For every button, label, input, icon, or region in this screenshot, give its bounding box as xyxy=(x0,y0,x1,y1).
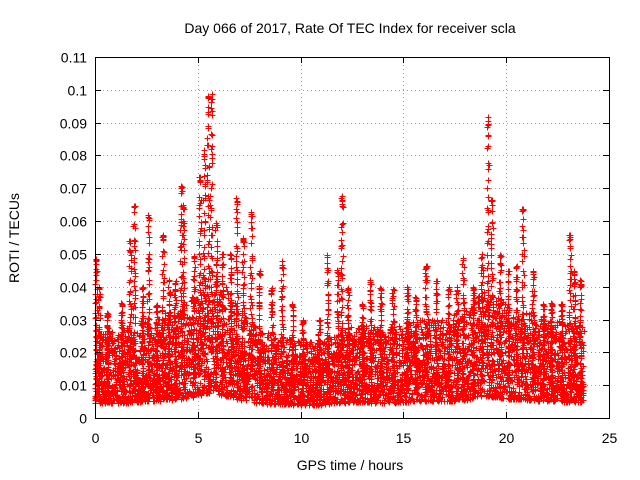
data-point xyxy=(372,354,379,361)
data-point xyxy=(206,386,213,393)
data-point xyxy=(281,344,288,351)
data-point xyxy=(396,342,403,349)
data-point xyxy=(342,398,349,405)
data-point xyxy=(109,329,116,336)
data-points xyxy=(92,91,588,409)
data-point xyxy=(147,335,154,342)
data-point xyxy=(202,350,209,357)
data-point xyxy=(252,324,259,331)
data-point xyxy=(436,335,443,342)
data-point xyxy=(213,382,220,389)
data-point xyxy=(235,338,242,345)
data-point xyxy=(304,349,311,356)
data-point xyxy=(308,339,315,346)
data-point xyxy=(327,391,334,398)
data-point xyxy=(248,384,255,391)
data-point xyxy=(111,337,118,344)
data-point xyxy=(199,340,206,347)
data-point xyxy=(271,395,278,402)
data-point xyxy=(234,300,241,307)
data-point xyxy=(353,329,360,336)
data-point xyxy=(210,298,217,305)
data-point xyxy=(351,342,358,349)
data-point xyxy=(197,367,204,374)
data-point xyxy=(295,338,302,345)
data-point xyxy=(127,377,134,384)
chart-title: Day 066 of 2017, Rate Of TEC Index for r… xyxy=(184,20,515,36)
data-point xyxy=(114,387,121,394)
data-point xyxy=(185,355,192,362)
data-point xyxy=(127,288,134,295)
data-point xyxy=(189,347,196,354)
data-point xyxy=(271,336,278,343)
data-point xyxy=(283,357,290,364)
data-point xyxy=(310,394,317,401)
data-point xyxy=(235,310,242,317)
data-point xyxy=(404,386,411,393)
data-point xyxy=(385,334,392,341)
data-point xyxy=(169,397,176,404)
data-point xyxy=(223,355,230,362)
data-point xyxy=(223,284,230,291)
data-point xyxy=(308,350,315,357)
data-point xyxy=(119,309,126,316)
data-point xyxy=(93,257,100,264)
data-point xyxy=(253,400,260,407)
data-point xyxy=(200,384,207,391)
data-point xyxy=(262,348,269,355)
data-point xyxy=(402,393,409,400)
data-point xyxy=(113,352,120,359)
data-point xyxy=(351,333,358,340)
data-point xyxy=(249,383,256,390)
data-point xyxy=(223,321,230,328)
data-point xyxy=(212,378,219,385)
data-point xyxy=(144,320,151,327)
data-point xyxy=(185,338,192,345)
data-point xyxy=(146,395,153,402)
data-point xyxy=(196,371,203,378)
data-point xyxy=(95,392,102,399)
data-point xyxy=(209,319,216,326)
data-point xyxy=(243,315,250,322)
data-point xyxy=(246,375,253,382)
data-point xyxy=(201,292,208,299)
data-point xyxy=(251,387,258,394)
data-point xyxy=(231,327,238,334)
data-point xyxy=(196,327,203,334)
data-point xyxy=(189,314,196,321)
data-point xyxy=(197,380,204,387)
data-point xyxy=(353,355,360,362)
data-point xyxy=(398,332,405,339)
data-point xyxy=(177,387,184,394)
data-point xyxy=(243,397,250,404)
data-point xyxy=(385,358,392,365)
data-point xyxy=(331,362,338,369)
data-point xyxy=(204,304,211,311)
data-point xyxy=(396,350,403,357)
data-point xyxy=(396,323,403,330)
data-point xyxy=(146,374,153,381)
data-point xyxy=(319,364,326,371)
data-point xyxy=(207,371,214,378)
data-point xyxy=(201,333,208,340)
data-point xyxy=(144,359,151,366)
data-point xyxy=(353,381,360,388)
data-point xyxy=(186,356,193,363)
data-point xyxy=(244,381,251,388)
data-point xyxy=(272,335,279,342)
data-point xyxy=(182,380,189,387)
data-point xyxy=(205,366,212,373)
data-point xyxy=(213,283,220,290)
